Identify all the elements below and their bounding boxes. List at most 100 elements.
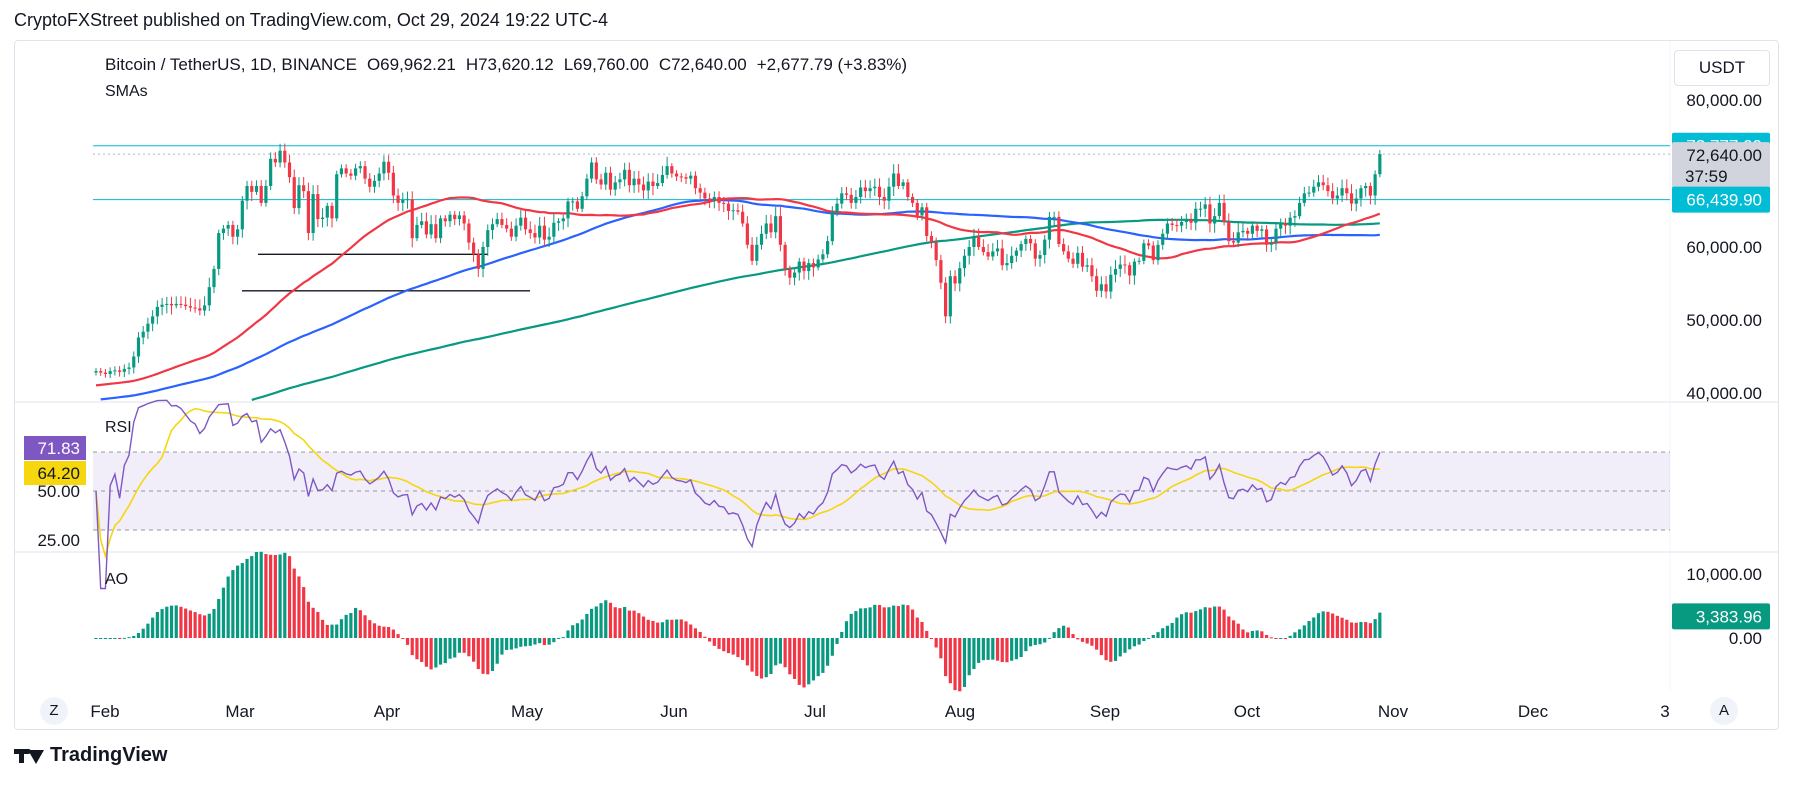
candle-body — [925, 207, 929, 236]
rsi-value-label: 64.20 — [37, 464, 80, 483]
candle-body — [127, 367, 131, 369]
auto-scale-button[interactable]: A — [1710, 697, 1738, 725]
candle-body — [1255, 225, 1259, 231]
candle-body — [174, 303, 178, 306]
candle-body — [1028, 238, 1033, 244]
candle-body — [420, 221, 424, 225]
candle-body — [184, 304, 188, 307]
ao-bar — [1198, 609, 1203, 638]
candle-body — [646, 181, 650, 191]
candle-body — [750, 244, 754, 261]
ao-bar — [944, 638, 948, 677]
ao-bar — [424, 638, 428, 667]
ao-bar — [1028, 638, 1033, 647]
candle-body — [297, 185, 301, 209]
ao-bar — [877, 604, 882, 638]
zoom-scale-button[interactable]: Z — [40, 697, 68, 725]
ao-bar — [1359, 621, 1363, 638]
ao-bar — [1255, 630, 1259, 638]
candle-body — [632, 178, 636, 186]
candle-body — [240, 200, 244, 230]
chart-frame — [14, 40, 1779, 730]
candle-body — [1090, 265, 1094, 277]
candle-body — [472, 242, 476, 255]
ao-bar — [873, 604, 877, 638]
ao-bar — [674, 619, 679, 638]
ao-bar — [1194, 611, 1198, 638]
candle-body — [802, 261, 806, 272]
currency-button[interactable]: USDT — [1674, 50, 1770, 86]
ao-bar — [278, 554, 282, 638]
candle-body — [1236, 232, 1240, 243]
candle-body — [575, 201, 580, 209]
ao-bar — [929, 638, 934, 639]
ao-bar — [1019, 638, 1023, 658]
candle-body — [854, 197, 858, 203]
rsi-axis-tick: 25.00 — [37, 531, 80, 550]
ao-bar — [708, 638, 712, 642]
ao-bar — [1085, 638, 1089, 644]
candle-body — [354, 168, 358, 176]
ao-bar — [1118, 638, 1122, 657]
candle-body — [1128, 265, 1132, 276]
candle-body — [94, 371, 98, 373]
candle-body — [99, 371, 103, 373]
candle-body — [873, 186, 877, 189]
time-axis-tick: Sep — [1090, 702, 1120, 721]
candle-body — [1118, 264, 1122, 269]
candle-body — [660, 174, 664, 184]
candle-body — [259, 185, 263, 203]
candle-body — [934, 242, 938, 261]
candle-body — [741, 211, 745, 224]
ao-bar — [821, 638, 825, 673]
ao-bar — [575, 623, 580, 638]
ao-bar — [472, 638, 476, 662]
ao-bar — [1302, 625, 1306, 638]
candle-body — [953, 276, 957, 284]
candle-body — [443, 218, 447, 222]
candle-body — [962, 255, 967, 269]
candle-body — [202, 305, 207, 311]
candle-body — [1373, 174, 1377, 196]
candle-body — [608, 172, 613, 190]
price-label-value: 66,439.90 — [1686, 191, 1762, 210]
candle-body — [1208, 204, 1212, 224]
ao-bar — [1298, 629, 1302, 638]
ao-bar — [986, 638, 990, 660]
candle-body — [1364, 185, 1368, 189]
rsi-axis-tick: 50.00 — [37, 482, 80, 501]
ao-bar — [651, 620, 655, 638]
candle-body — [358, 166, 362, 169]
candle-body — [302, 185, 306, 192]
time-axis-tick: Jun — [660, 702, 687, 721]
ao-bar — [420, 638, 424, 662]
ao-bar — [566, 630, 570, 638]
ao-bar — [759, 638, 764, 679]
ao-bar — [467, 638, 471, 657]
ao-bar — [382, 626, 386, 638]
ao-bar — [1227, 616, 1231, 638]
candle-body — [226, 224, 230, 229]
ao-bar — [1340, 617, 1344, 638]
ao-bar — [1231, 620, 1236, 638]
price-label-bg — [1672, 142, 1770, 189]
candle-body — [1359, 188, 1363, 199]
ao-bar — [769, 638, 773, 674]
ao-bar — [476, 638, 480, 670]
candle-body — [1241, 230, 1245, 233]
ao-bar — [1038, 638, 1042, 645]
ao-bar — [656, 622, 660, 638]
ao-bar — [684, 621, 688, 638]
candle-body — [1349, 193, 1354, 204]
candle-body — [792, 272, 797, 278]
candle-body — [1189, 219, 1193, 223]
candle-body — [906, 182, 910, 198]
rsi-band — [93, 452, 1670, 530]
ao-bar — [608, 602, 613, 638]
ao-bar — [330, 624, 334, 638]
ao-bar — [745, 638, 749, 666]
ao-bar — [1321, 611, 1325, 638]
candle-body — [811, 263, 816, 268]
candle-body — [1274, 228, 1278, 243]
